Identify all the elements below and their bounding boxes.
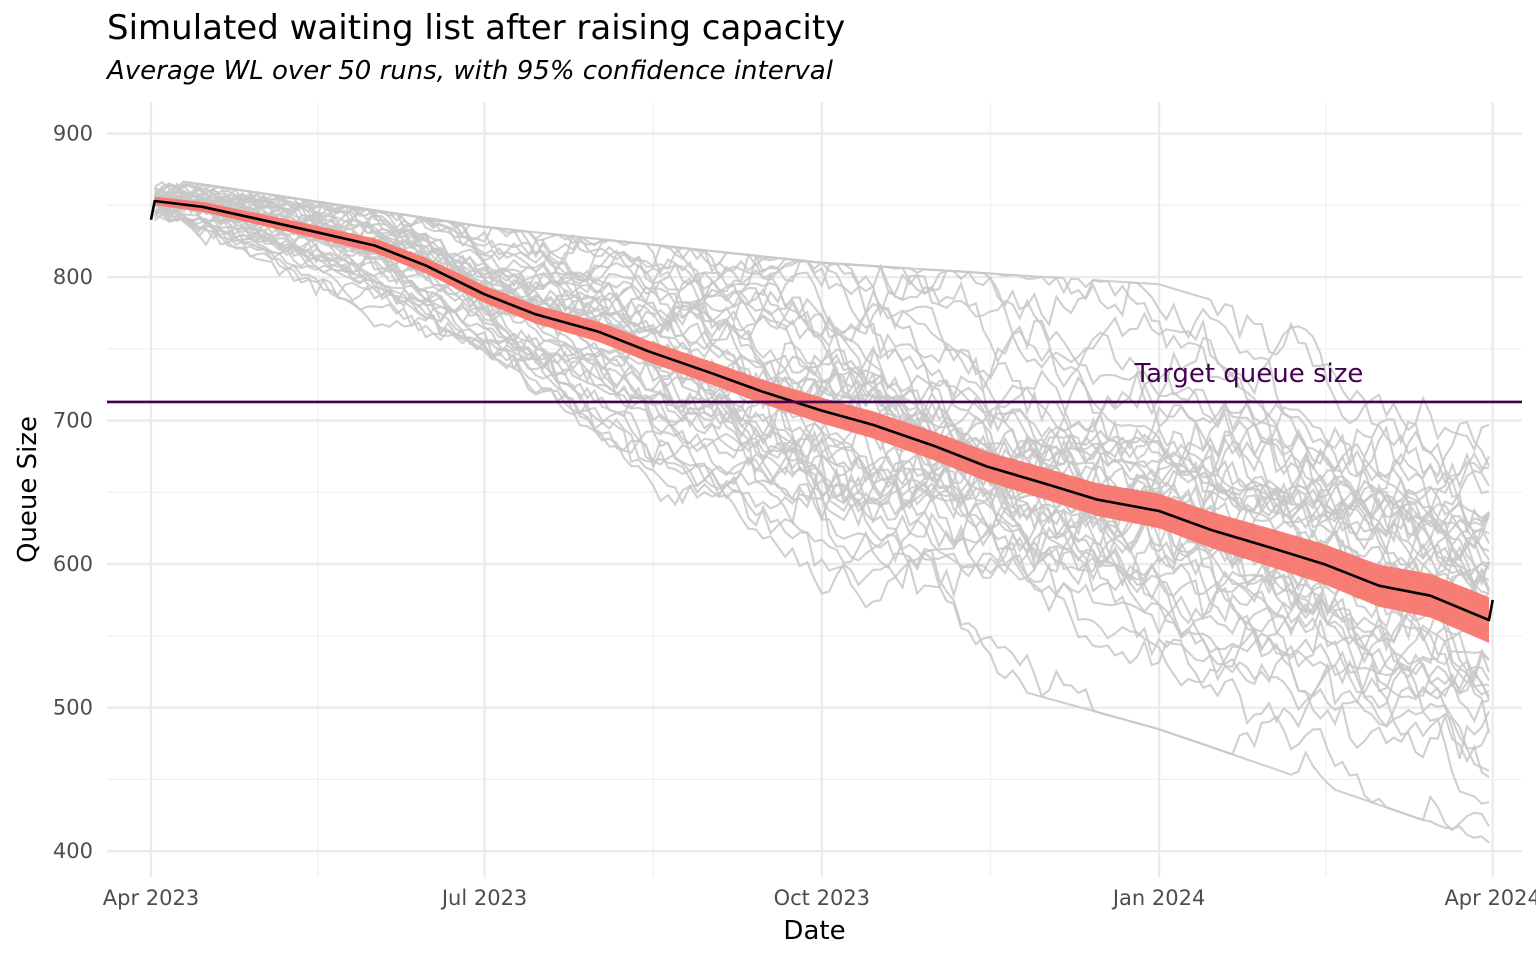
x-tick-label: Jan 2024	[1111, 886, 1206, 910]
x-tick-label: Oct 2023	[774, 886, 870, 910]
simulation-run	[154, 204, 1490, 700]
simulation-run	[154, 201, 1490, 651]
x-tick-label: Apr 2023	[103, 886, 199, 910]
target-layer: Target queue size	[107, 359, 1522, 404]
y-tick-label: 600	[53, 552, 93, 576]
x-tick-labels: Apr 2023 Jul 2023 Oct 2023 Jan 2024 Apr 2024	[103, 886, 1536, 910]
y-axis-title: Queue Size	[13, 416, 43, 563]
simulation-run	[154, 213, 1490, 832]
simulation-run	[153, 188, 1490, 529]
x-tick-label: Apr 2024	[1444, 886, 1536, 910]
simulation-run	[153, 194, 1490, 618]
y-tick-label: 400	[53, 839, 93, 863]
chart-subtitle: Average WL over 50 runs, with 95% confid…	[107, 56, 833, 86]
simulation-runs	[153, 180, 1491, 844]
mean-line-layer	[149, 199, 1494, 622]
simulation-run	[154, 196, 1490, 520]
x-axis-title: Date	[783, 916, 845, 946]
simulation-run	[153, 207, 1490, 712]
confidence-ribbon-layer	[154, 196, 1490, 643]
simulation-run	[153, 195, 1490, 698]
y-tick-label: 900	[53, 122, 93, 146]
mean-line	[149, 199, 1494, 622]
target-label: Target queue size	[1134, 359, 1364, 389]
confidence-ribbon	[154, 196, 1490, 643]
chart-title: Simulated waiting list after raising cap…	[107, 8, 846, 48]
y-tick-label: 800	[53, 265, 93, 289]
y-tick-labels: 400 500 600 700 800 900	[53, 122, 93, 864]
simulation-run	[154, 206, 1490, 698]
simulation-run	[154, 181, 1490, 497]
y-tick-label: 700	[53, 409, 93, 433]
simulation-run	[154, 184, 1490, 614]
y-tick-label: 500	[53, 696, 93, 720]
x-tick-label: Jul 2023	[440, 886, 527, 910]
